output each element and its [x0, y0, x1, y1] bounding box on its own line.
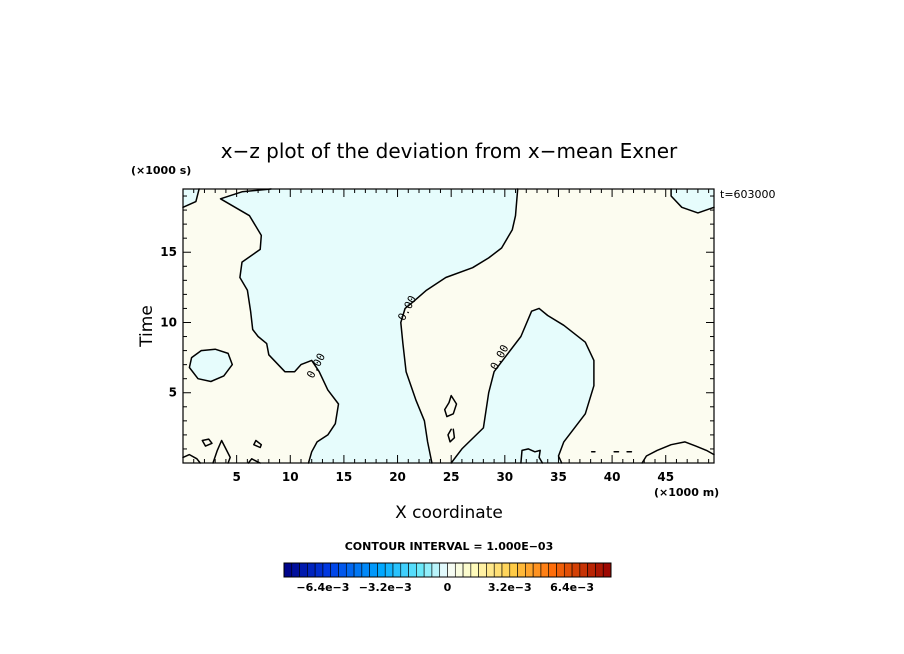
contour-lines: [182, 188, 715, 464]
contour-line-8: [253, 439, 263, 449]
colorbar-cell: [361, 562, 370, 578]
colorbar-cell: [369, 562, 378, 578]
contour-line-10: [182, 453, 201, 464]
x-unit-label: (×1000 m): [654, 486, 719, 499]
colorbar-cell: [283, 562, 293, 578]
time-annotation: t=603000: [720, 188, 776, 201]
y-tick-labels: 5 10 15: [160, 245, 177, 400]
colorbar-cell: [509, 562, 518, 578]
colorbar-cell: [338, 562, 347, 578]
colorbar-cell: [478, 562, 487, 578]
colorbar-cell: [408, 562, 417, 578]
colorbar-cell: [345, 562, 355, 578]
colorbar-cell: [423, 562, 433, 578]
x-tick-label: 25: [443, 470, 460, 484]
colorbar-frame: [283, 562, 612, 578]
colorbar-cell: [291, 562, 300, 578]
x-axis-label: X coordinate: [395, 503, 503, 523]
colorbar: [283, 562, 612, 578]
contour-line-13: [520, 448, 544, 464]
colorbar-cell: [400, 562, 409, 578]
x-tick-label: 10: [282, 470, 299, 484]
colorbar-tick-label: 3.2e−3: [488, 581, 532, 594]
plot-frame: [182, 188, 715, 464]
colorbar-tick-label: −6.4e−3: [296, 581, 349, 594]
x-tick-label: 30: [496, 470, 513, 484]
colorbar-cell: [579, 562, 588, 578]
colorbar-cell: [501, 562, 511, 578]
contour-line-3: [400, 188, 519, 464]
colorbar-cell: [595, 562, 604, 578]
y-tick-label: 15: [160, 245, 177, 259]
negative-region-4: [189, 349, 233, 382]
colorbar-cell: [602, 562, 612, 578]
colorbar-tick-label: 0: [444, 581, 452, 594]
x-tick-label: 5: [232, 470, 240, 484]
colorbar-cell: [307, 562, 316, 578]
colorbar-cell: [548, 562, 557, 578]
negative-region-3: [451, 308, 594, 463]
colorbar-cell: [470, 562, 479, 578]
plot-area: [182, 188, 715, 464]
colorbar-cell: [556, 562, 565, 578]
y-tick-label: 10: [160, 315, 177, 329]
colorbar-cell: [392, 562, 402, 578]
colorbar-cell: [486, 562, 495, 578]
y-unit-label: (×1000 s): [131, 164, 191, 177]
colorbar-tick-label: 6.4e−3: [550, 581, 594, 594]
x-tick-label: 40: [604, 470, 621, 484]
colorbar-cell: [439, 562, 448, 578]
negative-region-0: [183, 189, 200, 208]
contour-line-9: [201, 438, 213, 447]
x-tick-labels: 5 10 15 20 25 30 35 40 45: [232, 470, 674, 484]
contour-line-2: [219, 188, 340, 464]
contour-line-6: [443, 394, 458, 418]
colorbar-cell: [447, 562, 456, 578]
contour-line-7: [447, 428, 456, 443]
contour-interval-text: CONTOUR INTERVAL = 1.000E−03: [345, 540, 554, 553]
contour-line-14: [641, 441, 715, 464]
colorbar-cell: [493, 562, 503, 578]
colorbar-cell: [462, 562, 472, 578]
colorbar-cell: [540, 562, 550, 578]
y-tick-label: 5: [169, 386, 177, 400]
contour-line-12: [247, 458, 261, 464]
x-tick-label: 45: [657, 470, 674, 484]
colorbar-cell: [314, 562, 324, 578]
colorbar-cell: [330, 562, 339, 578]
negative-region-2: [220, 189, 518, 463]
y-axis-label: Time: [137, 305, 157, 348]
contour-line-5: [188, 348, 234, 383]
colorbar-cell: [532, 562, 542, 578]
colorbar-cell: [563, 562, 573, 578]
colorbar-cell: [525, 562, 534, 578]
colorbar-cell: [377, 562, 386, 578]
colorbar-cell: [587, 562, 596, 578]
colorbar-cell: [431, 562, 441, 578]
colorbar-cell: [571, 562, 581, 578]
colorbar-cell: [416, 562, 425, 578]
colorbar-cell: [353, 562, 363, 578]
axis-ticks: [183, 189, 714, 463]
x-tick-label: 20: [389, 470, 406, 484]
contour-line-4: [450, 307, 595, 464]
contour-line-0: [182, 188, 200, 209]
colorbar-cell: [299, 562, 308, 578]
colorbar-cell: [384, 562, 394, 578]
chart-title: x−z plot of the deviation from x−mean Ex…: [221, 139, 678, 163]
colorbar-cell: [517, 562, 526, 578]
x-tick-label: 15: [336, 470, 353, 484]
contour-line-11: [212, 439, 231, 464]
colorbar-tick-labels: −6.4e−3 −3.2e−3 0 3.2e−3 6.4e−3: [296, 581, 594, 594]
colorbar-cell: [322, 562, 332, 578]
x-tick-label: 35: [550, 470, 567, 484]
colorbar-cell: [454, 562, 464, 578]
contour-line-1: [670, 188, 715, 214]
colorbar-tick-label: −3.2e−3: [359, 581, 412, 594]
